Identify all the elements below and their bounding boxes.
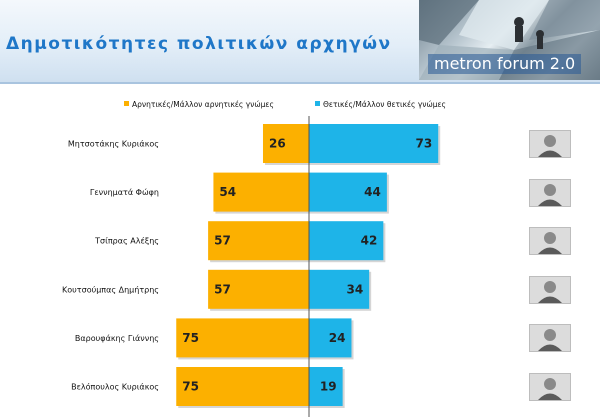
value-label-negative: 57 xyxy=(214,234,231,248)
category-label: Τσίπρας Αλέξης xyxy=(94,236,159,246)
value-label-positive: 42 xyxy=(361,234,378,248)
value-label-positive: 44 xyxy=(364,185,381,199)
category-label: Γεννηματά Φώφη xyxy=(90,187,159,197)
bar-positive xyxy=(309,269,370,309)
category-label: Κουτσούμπας Δημήτρης xyxy=(62,284,159,294)
legend-positive-label: Θετικές/Μάλλον θετικές γνώμες xyxy=(323,100,446,109)
bar-negative xyxy=(208,269,309,309)
value-label-negative: 75 xyxy=(182,380,199,394)
logo-text: metron forum 2.0 xyxy=(428,54,582,74)
bar-positive xyxy=(309,172,387,212)
bar-positive xyxy=(309,221,384,261)
bar-positive xyxy=(309,367,343,406)
category-label: Βελόπουλος Κυριάκος xyxy=(71,382,159,392)
bar-negative xyxy=(213,172,309,212)
value-label-negative: 54 xyxy=(219,185,236,199)
legend-negative: Αρνητικές/Μάλλον αρνητικές γνώμες xyxy=(124,100,274,109)
leader-photo-2-icon xyxy=(529,178,571,207)
leader-photo-6-icon xyxy=(529,373,571,401)
logo-panel: metron forum 2.0 xyxy=(419,0,600,80)
leader-photo-3-icon xyxy=(529,227,571,256)
category-label: Βαρουφάκης Γιάννης xyxy=(75,334,159,343)
page-title: Δημοτικότητες πολιτικών αρχηγών xyxy=(6,34,392,54)
legend-negative-swatch xyxy=(124,101,129,106)
value-label-positive: 24 xyxy=(329,331,346,345)
value-label-positive: 34 xyxy=(346,282,363,296)
legend-negative-label: Αρνητικές/Μάλλον αρνητικές γνώμες xyxy=(132,100,274,109)
bar-positive xyxy=(309,124,439,163)
category-label: Μητσοτάκης Κυριάκος xyxy=(68,140,159,149)
leader-photo-5-icon xyxy=(529,324,571,353)
leader-photo-1-icon xyxy=(529,130,571,158)
value-label-positive: 73 xyxy=(416,137,433,151)
legend-positive: Θετικές/Μάλλον θετικές γνώμες xyxy=(315,100,446,109)
value-label-positive: 19 xyxy=(320,380,337,394)
bar-negative xyxy=(262,124,309,163)
bar-negative xyxy=(176,367,309,406)
legend-positive-swatch xyxy=(315,101,320,106)
bar-positive xyxy=(309,318,352,358)
value-label-negative: 57 xyxy=(214,282,231,296)
value-label-negative: 75 xyxy=(182,331,199,345)
bar-negative xyxy=(208,221,309,261)
leader-photo-4-icon xyxy=(529,275,571,304)
value-label-negative: 26 xyxy=(269,137,286,151)
bar-negative xyxy=(176,318,309,358)
